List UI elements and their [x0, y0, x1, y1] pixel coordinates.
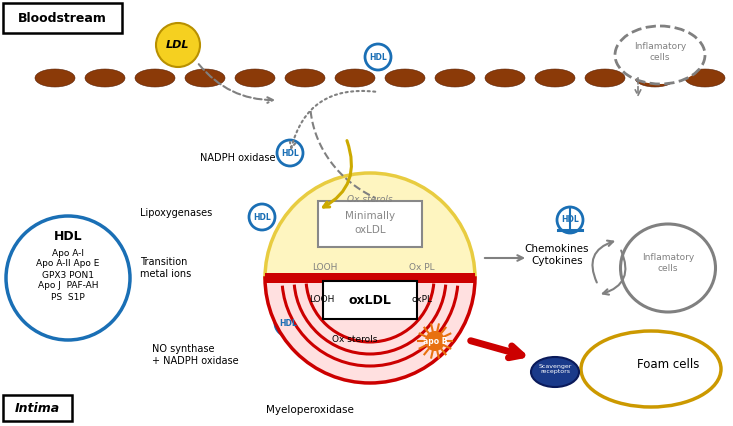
Ellipse shape	[435, 69, 475, 87]
Text: Myeloperoxidase: Myeloperoxidase	[266, 405, 354, 415]
Text: GPX3 PON1: GPX3 PON1	[42, 271, 94, 279]
Text: Ox PL: Ox PL	[409, 264, 435, 273]
Ellipse shape	[35, 69, 75, 87]
Text: Bloodstream: Bloodstream	[18, 12, 106, 26]
Text: Transition
metal ions: Transition metal ions	[140, 257, 191, 279]
Text: Apo A-I: Apo A-I	[52, 248, 84, 257]
Text: Ox sterols: Ox sterols	[347, 196, 393, 204]
Ellipse shape	[685, 69, 725, 87]
Ellipse shape	[531, 357, 579, 387]
FancyBboxPatch shape	[3, 3, 122, 33]
Circle shape	[425, 331, 445, 351]
Ellipse shape	[385, 69, 425, 87]
Wedge shape	[265, 173, 475, 278]
Ellipse shape	[535, 69, 575, 87]
Circle shape	[365, 44, 391, 70]
Text: Apo J  PAF-AH: Apo J PAF-AH	[38, 282, 98, 291]
Ellipse shape	[335, 69, 375, 87]
Circle shape	[557, 207, 583, 233]
Ellipse shape	[485, 69, 525, 87]
Ellipse shape	[285, 69, 325, 87]
Text: HDL: HDL	[561, 216, 579, 225]
Text: HDL: HDL	[281, 149, 299, 158]
Text: HDL: HDL	[253, 213, 271, 222]
Circle shape	[277, 140, 303, 166]
Circle shape	[249, 204, 275, 230]
Text: HDL: HDL	[369, 52, 387, 61]
Text: oxPL: oxPL	[411, 296, 432, 305]
Circle shape	[6, 216, 130, 340]
FancyBboxPatch shape	[3, 395, 72, 421]
Text: LOOH: LOOH	[309, 296, 335, 305]
Text: Lipoxygenases: Lipoxygenases	[140, 208, 213, 218]
Text: oxLDL: oxLDL	[354, 225, 386, 235]
Text: PS  S1P: PS S1P	[51, 293, 85, 302]
Text: NO synthase
+ NADPH oxidase: NO synthase + NADPH oxidase	[152, 344, 239, 366]
Ellipse shape	[615, 26, 705, 84]
Ellipse shape	[135, 69, 175, 87]
Circle shape	[156, 23, 200, 67]
Text: Ox sterols: Ox sterols	[332, 336, 377, 345]
FancyBboxPatch shape	[318, 201, 422, 247]
Circle shape	[275, 310, 301, 336]
Text: HDL: HDL	[54, 230, 82, 244]
Text: Chemokines
Cytokines: Chemokines Cytokines	[525, 244, 589, 266]
Text: oxLDL: oxLDL	[349, 294, 391, 306]
Text: LDL: LDL	[166, 40, 190, 50]
Text: HDL: HDL	[279, 319, 297, 328]
Text: Foam cells: Foam cells	[637, 359, 699, 371]
Text: Inflamatory
cells: Inflamatory cells	[642, 253, 694, 273]
Ellipse shape	[581, 331, 721, 407]
Ellipse shape	[235, 69, 275, 87]
FancyBboxPatch shape	[323, 281, 417, 319]
Text: apo B: apo B	[423, 337, 447, 345]
Text: Scavenger
receptors: Scavenger receptors	[538, 364, 572, 374]
Ellipse shape	[621, 224, 715, 312]
Text: NADPH oxidase: NADPH oxidase	[200, 153, 276, 163]
Ellipse shape	[585, 69, 625, 87]
Ellipse shape	[185, 69, 225, 87]
FancyBboxPatch shape	[265, 273, 475, 283]
Text: Minimally: Minimally	[345, 211, 395, 221]
Ellipse shape	[85, 69, 125, 87]
Ellipse shape	[635, 69, 675, 87]
Text: LOOH: LOOH	[312, 264, 338, 273]
Text: Apo A-II Apo E: Apo A-II Apo E	[37, 259, 100, 268]
Wedge shape	[265, 278, 475, 383]
Text: Intima: Intima	[15, 401, 59, 414]
Text: Inflamatory
cells: Inflamatory cells	[634, 42, 686, 62]
